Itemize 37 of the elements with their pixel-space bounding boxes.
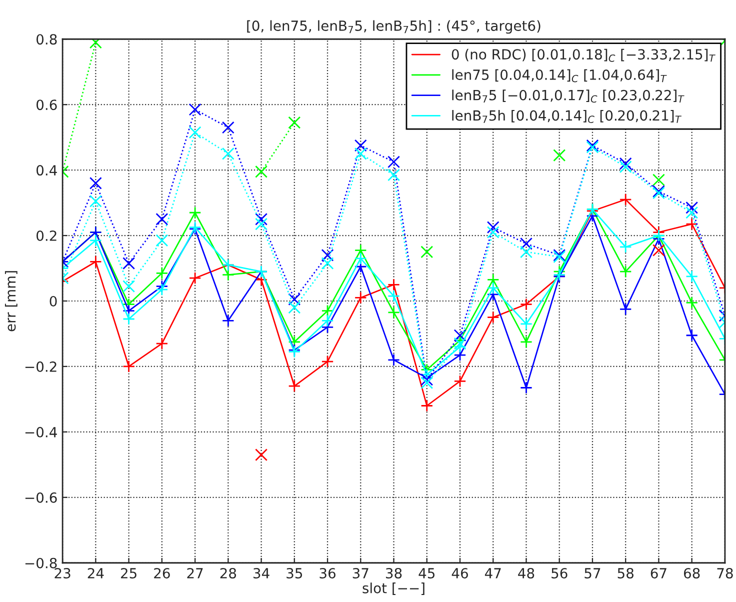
x-tick-label: 24 (88, 568, 104, 578)
x-axis-title: slot [−−] (362, 582, 424, 595)
y-tick-label: 0.2 (36, 230, 56, 242)
chart-title: [0, len75, lenB$_{7}$5, lenB$_{7}$5h] : (45°, target6) (247, 20, 540, 34)
x-tick-label: 36 (320, 568, 336, 578)
legend-label: 0 (no RDC) [0.01,0.18]$_{C}$ [−3.33,2.15]$_{T}$ (452, 48, 716, 62)
x-tick-label: 47 (484, 568, 501, 578)
x-tick-label: 37 (352, 568, 368, 578)
x-tick-label: 56 (552, 568, 568, 578)
x-tick-label: 28 (220, 568, 236, 578)
y-tick-label: −0.4 (25, 426, 57, 438)
x-tick-label: 34 (254, 568, 270, 578)
x-tick-label: 57 (584, 568, 600, 578)
x-tick-label: 67 (650, 568, 666, 578)
x-tick-label: 78 (717, 568, 733, 578)
y-tick-label: −0.2 (25, 361, 56, 372)
y-tick-label: 0.8 (36, 34, 57, 45)
y-tick-label: 0.6 (36, 100, 57, 110)
y-tick-label: −0.6 (25, 492, 57, 503)
y-tick-label: 0.4 (36, 165, 57, 176)
x-tick-label: 25 (120, 568, 136, 578)
x-tick-label: 35 (286, 568, 302, 578)
y-tick-label: 0 (50, 296, 57, 306)
legend-label: lenB$_{7}$5 [−0.01,0.17]$_{C}$ [0.23,0.22]$_{T}$ (452, 90, 684, 103)
x-tick-label: 48 (518, 568, 534, 578)
y-tick-label: −0.8 (25, 558, 57, 568)
x-tick-label: 68 (684, 568, 700, 578)
x-tick-label: 45 (418, 568, 435, 578)
x-tick-label: 46 (452, 568, 468, 578)
legend-label: len75 [0.04,0.14]$_{C}$ [1.04,0.64]$_{T}$ (452, 69, 667, 82)
x-tick-label: 27 (187, 568, 203, 578)
x-tick-label: 58 (618, 568, 634, 578)
x-tick-label: 38 (386, 568, 402, 578)
y-axis-title: err [mm] (4, 271, 18, 332)
legend-label: lenB$_{7}$5h [0.04,0.14]$_{C}$ [0.20,0.21]$_{T}$ (452, 110, 682, 123)
x-tick-label: 23 (54, 568, 70, 578)
x-tick-label: 26 (154, 568, 170, 578)
